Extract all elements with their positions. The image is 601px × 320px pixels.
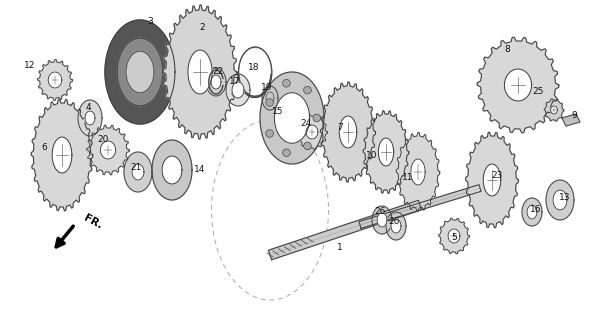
Circle shape (304, 86, 311, 94)
Polygon shape (105, 20, 175, 124)
Text: FR.: FR. (82, 213, 104, 231)
Polygon shape (477, 37, 559, 133)
Polygon shape (126, 51, 154, 93)
Polygon shape (522, 198, 542, 226)
Polygon shape (48, 72, 62, 88)
Polygon shape (359, 185, 481, 228)
Text: 18: 18 (248, 63, 260, 73)
Polygon shape (117, 38, 163, 106)
Polygon shape (504, 69, 532, 101)
Polygon shape (269, 200, 421, 260)
Polygon shape (87, 125, 129, 175)
Text: 26: 26 (388, 218, 400, 227)
Polygon shape (297, 114, 328, 150)
Circle shape (282, 149, 290, 156)
Polygon shape (31, 99, 93, 211)
Polygon shape (339, 116, 357, 148)
Polygon shape (411, 159, 425, 185)
Text: 2: 2 (199, 23, 205, 33)
Polygon shape (85, 111, 95, 125)
Polygon shape (211, 75, 221, 89)
Polygon shape (226, 74, 250, 106)
Polygon shape (439, 218, 469, 254)
Polygon shape (306, 125, 318, 139)
Text: 1: 1 (337, 244, 343, 252)
Text: 19: 19 (261, 84, 273, 92)
Polygon shape (553, 190, 567, 210)
Text: 17: 17 (229, 77, 241, 86)
Text: 6: 6 (41, 143, 47, 153)
Polygon shape (78, 100, 102, 136)
Text: 21: 21 (130, 164, 142, 172)
Circle shape (304, 142, 311, 150)
Text: 22: 22 (212, 68, 224, 76)
Polygon shape (188, 50, 212, 94)
Text: 26: 26 (374, 207, 386, 217)
Text: 13: 13 (560, 194, 571, 203)
Circle shape (266, 99, 273, 106)
Polygon shape (124, 152, 152, 192)
Text: 12: 12 (24, 60, 35, 69)
Polygon shape (545, 99, 564, 121)
Text: 5: 5 (451, 234, 457, 243)
Polygon shape (320, 82, 376, 182)
Text: 4: 4 (85, 103, 91, 113)
Polygon shape (163, 5, 237, 139)
Polygon shape (206, 68, 226, 96)
Polygon shape (132, 164, 144, 180)
Polygon shape (448, 229, 460, 243)
Text: 15: 15 (272, 108, 284, 116)
Polygon shape (396, 132, 440, 212)
Text: 11: 11 (402, 173, 413, 182)
Polygon shape (152, 140, 192, 200)
Circle shape (313, 114, 321, 122)
Polygon shape (38, 60, 73, 100)
Polygon shape (372, 206, 392, 234)
Polygon shape (100, 141, 115, 159)
Text: 3: 3 (147, 18, 153, 27)
Text: 24: 24 (300, 118, 312, 127)
Polygon shape (527, 205, 537, 219)
Polygon shape (562, 114, 580, 126)
Text: 9: 9 (571, 110, 577, 119)
Text: 14: 14 (194, 165, 206, 174)
Polygon shape (378, 138, 394, 166)
Text: 25: 25 (532, 87, 544, 97)
Polygon shape (391, 219, 401, 233)
Polygon shape (162, 156, 182, 184)
Polygon shape (275, 93, 310, 143)
Polygon shape (386, 212, 406, 240)
Polygon shape (546, 180, 574, 220)
Polygon shape (232, 82, 244, 98)
Polygon shape (551, 106, 557, 114)
Polygon shape (466, 132, 519, 228)
Circle shape (282, 79, 290, 87)
Text: 10: 10 (366, 150, 378, 159)
Text: 7: 7 (337, 124, 343, 132)
Polygon shape (52, 137, 72, 173)
Circle shape (266, 130, 273, 137)
Polygon shape (262, 86, 278, 110)
Text: 20: 20 (97, 135, 109, 145)
Polygon shape (260, 72, 324, 164)
Text: 8: 8 (504, 45, 510, 54)
Polygon shape (377, 213, 387, 227)
Polygon shape (363, 111, 409, 193)
Text: 23: 23 (491, 171, 502, 180)
Polygon shape (483, 164, 501, 196)
Text: 16: 16 (530, 205, 542, 214)
